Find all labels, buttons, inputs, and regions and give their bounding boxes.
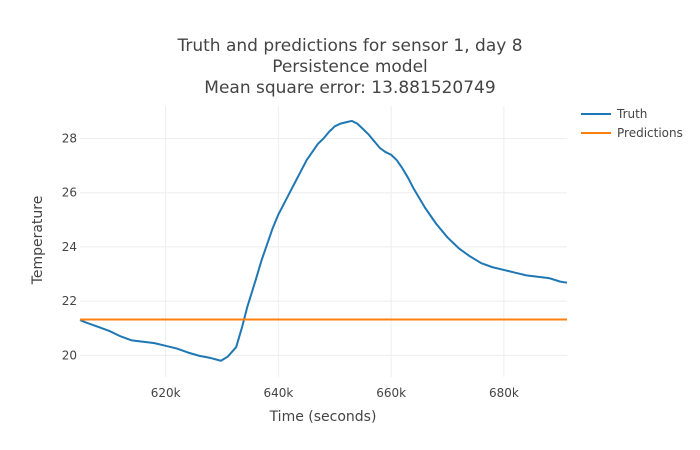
- legend-label-predictions: Predictions: [617, 126, 683, 140]
- y-tick-label: 26: [62, 186, 77, 200]
- x-tick-label: 660k: [376, 386, 406, 400]
- y-tick-label: 20: [62, 348, 77, 362]
- chart-title-line-2: Persistence model: [272, 57, 428, 77]
- chart-title-line-3: Mean square error: 13.881520749: [204, 78, 495, 98]
- plot-series: [79, 119, 568, 362]
- legend: Truth Predictions: [581, 107, 683, 140]
- x-tick-label: 680k: [489, 386, 519, 400]
- chart-title-line-1: Truth and predictions for sensor 1, day …: [176, 36, 522, 56]
- y-tick-label: 28: [62, 132, 77, 146]
- tick-labels: 620k 640k 660k 680k 20 22 24 26 28: [62, 132, 519, 400]
- legend-label-truth: Truth: [616, 107, 647, 121]
- x-tick-label: 640k: [263, 386, 293, 400]
- x-axis-title: Time (seconds): [269, 409, 377, 425]
- gridlines: [80, 106, 567, 377]
- x-tick-label: 620k: [151, 386, 181, 400]
- y-tick-label: 22: [62, 294, 77, 308]
- y-axis-title: Temperature: [30, 196, 46, 286]
- series-line-truth: [79, 119, 568, 362]
- y-tick-label: 24: [62, 240, 77, 254]
